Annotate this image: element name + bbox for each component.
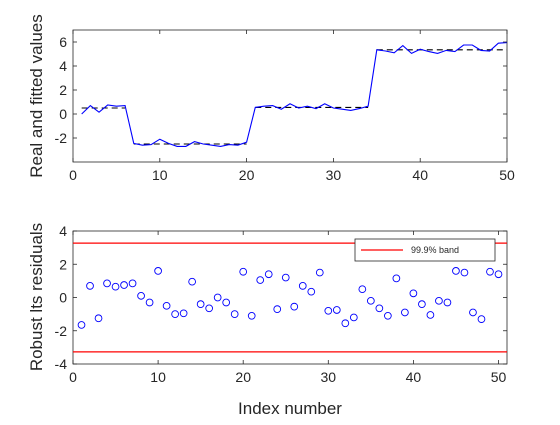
residual-point	[230, 310, 239, 318]
bottom-y-tick-label: 0	[59, 290, 67, 306]
top-axes: 0 10 20 30 40 50 -2 0 2 4 6 Real and fitted values	[27, 14, 515, 183]
residual-point	[384, 311, 392, 320]
residual-point	[86, 282, 94, 290]
bottom-y-axis-label: Robust lts residuals	[27, 223, 46, 371]
residual-point	[349, 313, 358, 322]
residual-point	[418, 300, 426, 309]
residual-point	[111, 282, 120, 291]
legend: 99.9% band	[354, 238, 496, 262]
top-x-tick-label: 40	[412, 167, 428, 183]
top-axis-ticks: 0 10 20 30 40 50 -2 0 2 4 6	[55, 30, 515, 183]
top-y-tick-label: 2	[59, 82, 67, 98]
residual-point	[469, 308, 477, 317]
residual-point	[435, 296, 443, 305]
residual-point	[366, 296, 375, 305]
top-y-tick-label: -2	[55, 130, 68, 146]
residual-point	[375, 304, 384, 313]
top-y-axis-label: Real and fitted values	[27, 14, 46, 178]
residual-point	[179, 309, 188, 318]
residual-point	[494, 270, 503, 279]
residual-point	[307, 287, 316, 296]
residual-point	[154, 267, 162, 275]
residual-point	[298, 282, 307, 290]
top-x-tick-label: 30	[326, 167, 342, 183]
residual-point	[358, 285, 367, 294]
bottom-axes: 0 10 20 30 40 50 -4 -2 0 2 4 99.9% band Robust lts…	[27, 223, 508, 418]
real-values-line	[81, 42, 508, 147]
bottom-x-axis-label: Index number	[238, 399, 342, 418]
residual-point	[324, 306, 333, 315]
residual-point	[256, 276, 265, 284]
bottom-x-tick-label: 40	[406, 369, 422, 385]
residual-point	[264, 270, 273, 279]
top-x-tick-label: 20	[239, 167, 255, 183]
bottom-axis-ticks: 0 10 20 30 40 50 -4 -2 0 2 4	[55, 223, 507, 385]
top-y-tick-label: 6	[59, 34, 67, 50]
top-x-tick-label: 0	[69, 167, 77, 183]
residual-point	[162, 301, 171, 310]
residual-point	[443, 298, 452, 307]
residual-point	[103, 279, 111, 288]
bottom-x-tick-label: 30	[321, 369, 337, 385]
residual-point	[315, 268, 324, 277]
bottom-y-tick-label: 4	[59, 223, 67, 239]
residual-point	[281, 273, 290, 282]
residual-point	[128, 279, 137, 288]
top-axes-box	[72, 29, 508, 163]
residual-point	[273, 305, 282, 313]
residual-point	[452, 267, 460, 275]
residual-point	[145, 298, 154, 307]
residual-point	[188, 277, 196, 286]
residual-point	[94, 314, 103, 323]
residual-point	[137, 291, 145, 300]
legend-box	[354, 238, 496, 262]
residual-point	[290, 302, 299, 311]
top-x-tick-label: 10	[152, 167, 168, 183]
bottom-y-tick-label: 2	[59, 256, 67, 272]
residual-point	[486, 267, 494, 276]
top-x-tick-label: 50	[499, 167, 515, 183]
residual-point	[77, 321, 86, 329]
top-y-tick-label: 4	[59, 58, 67, 74]
residual-point	[171, 310, 179, 318]
residual-points	[77, 267, 503, 329]
residual-point	[401, 308, 409, 317]
bottom-x-tick-label: 50	[491, 369, 507, 385]
residual-point	[239, 267, 248, 276]
top-y-tick-label: 0	[59, 106, 67, 122]
bottom-y-tick-label: -2	[55, 323, 68, 339]
residual-point	[392, 274, 401, 283]
residual-point	[222, 298, 231, 307]
bottom-y-tick-label: -4	[55, 356, 68, 372]
residual-point	[426, 311, 435, 319]
residual-point	[205, 304, 214, 313]
bottom-x-tick-label: 0	[69, 369, 77, 385]
residual-point	[332, 306, 341, 314]
residual-point	[409, 289, 418, 298]
residual-point	[213, 293, 222, 302]
residual-point	[460, 268, 469, 277]
bottom-x-tick-label: 20	[235, 369, 251, 385]
residual-point	[196, 300, 205, 309]
bottom-x-tick-label: 10	[150, 369, 166, 385]
top-plot-series	[81, 42, 508, 147]
residual-point	[120, 281, 128, 289]
residual-point	[341, 319, 350, 328]
legend-label-band: 99.9% band	[411, 245, 459, 255]
residual-point	[477, 315, 486, 323]
residual-point	[247, 311, 256, 320]
